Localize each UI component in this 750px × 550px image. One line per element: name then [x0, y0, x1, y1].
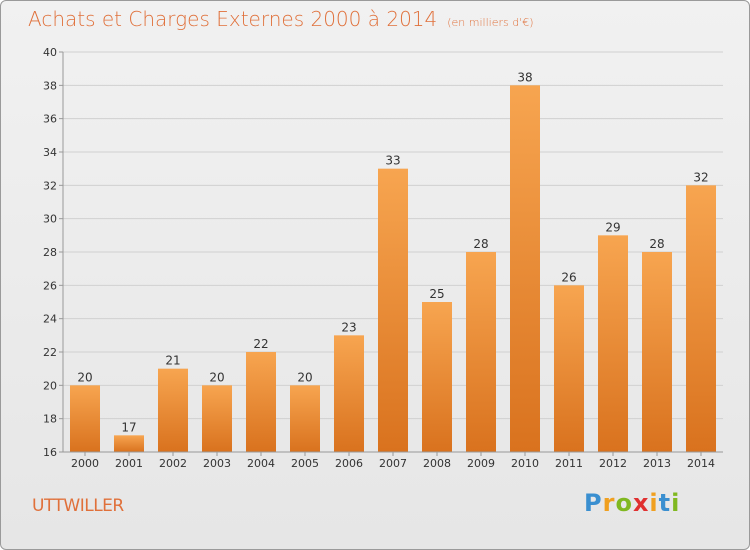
axes: 16 18 20 22 24 26 28 30 32 34 36 38 40 2000 2001 2002 20… — [43, 46, 723, 470]
x-tick-label: 2012 — [599, 457, 627, 470]
logo-letter: t — [658, 489, 672, 517]
x-tick-label: 2014 — [687, 457, 715, 470]
y-tick-label: 22 — [43, 346, 57, 359]
logo-letter: i — [671, 489, 681, 517]
y-tick-label: 18 — [43, 413, 57, 426]
logo-letter: o — [615, 489, 633, 517]
x-tick-label: 2000 — [71, 457, 99, 470]
x-tick-label: 2004 — [247, 457, 275, 470]
y-tick-label: 30 — [43, 213, 57, 226]
bar — [642, 252, 672, 452]
bar-value-label: 33 — [385, 154, 400, 168]
x-tick-label: 2013 — [643, 457, 671, 470]
bars — [70, 85, 716, 453]
bar — [466, 252, 496, 452]
y-tick-label: 36 — [43, 113, 57, 126]
x-tick-label: 2007 — [379, 457, 407, 470]
x-tick-label: 2010 — [511, 457, 539, 470]
x-tick-label: 2008 — [423, 457, 451, 470]
bar — [554, 285, 584, 452]
x-tick-label: 2006 — [335, 457, 363, 470]
bar — [290, 385, 320, 452]
x-tick-label: 2005 — [291, 457, 319, 470]
y-tick-label: 26 — [43, 279, 57, 292]
bar — [378, 168, 408, 452]
x-tick-label: 2003 — [203, 457, 231, 470]
bar-value-label: 29 — [605, 220, 620, 234]
bar-value-label: 32 — [693, 170, 708, 184]
bar — [686, 185, 716, 453]
bar — [422, 302, 452, 452]
bar-value-label: 20 — [297, 370, 312, 384]
y-tick-label: 32 — [43, 179, 57, 192]
bar-value-label: 38 — [517, 70, 532, 84]
y-tick-label: 20 — [43, 379, 57, 392]
proxiti-logo[interactable]: Proxiti — [584, 489, 680, 517]
chart-title-text: Achats et Charges Externes 2000 à 2014 — [28, 7, 438, 31]
x-tick-label: 2002 — [159, 457, 187, 470]
bar-value-label: 26 — [561, 270, 576, 284]
bar — [70, 385, 100, 452]
bar — [114, 435, 144, 452]
bar — [202, 385, 232, 452]
logo-letter: r — [602, 489, 616, 517]
bar — [598, 235, 628, 452]
y-tick-label: 24 — [43, 313, 57, 326]
commune-name: UTTWILLER — [32, 496, 124, 516]
chart-title: Achats et Charges Externes 2000 à 2014 (e… — [28, 7, 534, 31]
y-tick-label: 38 — [43, 79, 57, 92]
bar — [246, 352, 276, 452]
bar-value-label: 28 — [649, 237, 664, 251]
x-tick-label: 2011 — [555, 457, 583, 470]
y-tick-label: 16 — [43, 446, 57, 459]
bar-value-label: 28 — [473, 237, 488, 251]
bar-value-label: 20 — [77, 370, 92, 384]
x-tick-label: 2001 — [115, 457, 143, 470]
bar — [510, 85, 540, 452]
bar — [334, 335, 364, 452]
y-tick-label: 40 — [43, 46, 57, 59]
bar-value-label: 17 — [121, 420, 136, 434]
bar-value-label: 22 — [253, 337, 268, 351]
y-tick-label: 28 — [43, 246, 57, 259]
bar-value-label: 20 — [209, 370, 224, 384]
logo-letter: P — [584, 489, 603, 517]
logo-letter: i — [649, 489, 659, 517]
bar-value-label: 23 — [341, 320, 356, 334]
bar-value-label: 21 — [165, 354, 180, 368]
y-tick-label: 34 — [43, 146, 57, 159]
labels: 20 17 21 20 22 20 23 33 25 28 38 26 29 28 32 — [77, 70, 708, 434]
bar-value-label: 25 — [429, 287, 444, 301]
chart-unit: (en milliers d'€) — [447, 16, 534, 29]
bar — [158, 368, 188, 452]
x-tick-label: 2009 — [467, 457, 495, 470]
logo-letter: x — [632, 489, 650, 517]
